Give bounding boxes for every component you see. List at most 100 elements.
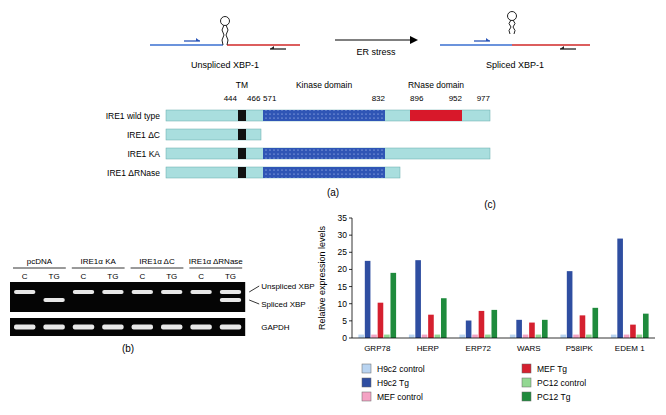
- domain-block: [238, 148, 246, 159]
- hairpin-stem: [509, 20, 511, 34]
- gapdh-band: [190, 325, 211, 330]
- y-tick: [349, 269, 352, 270]
- hairpin-loop: [221, 17, 230, 26]
- primer-head: [196, 38, 200, 41]
- gapdh-band: [132, 325, 153, 330]
- gapdh-band: [220, 325, 241, 330]
- bar: [390, 273, 396, 338]
- y-tick-label: 20: [338, 264, 348, 274]
- marker-label: Unspliced XBP: [261, 282, 314, 291]
- gapdh-band: [43, 325, 64, 330]
- xbp-3prime: [227, 44, 300, 46]
- domain-block: [263, 167, 385, 178]
- gel-group-label: pcDNA: [27, 257, 53, 266]
- bar: [365, 261, 371, 338]
- domain-label: RNase domain: [408, 80, 464, 90]
- bar: [592, 308, 598, 338]
- lane-label: C: [198, 272, 204, 281]
- gapdh-band: [161, 325, 182, 330]
- bar: [459, 335, 465, 338]
- gel-band: [190, 290, 211, 294]
- xbp-label: Unspliced XBP-1: [191, 60, 259, 70]
- primer-head: [560, 46, 564, 49]
- stimulus-arrow-head: [410, 36, 418, 44]
- primer-head: [270, 46, 274, 49]
- x-axis: [352, 338, 655, 339]
- bar: [441, 298, 447, 338]
- bar: [611, 335, 617, 338]
- category-label: EDEM 1: [615, 344, 645, 353]
- y-tick: [349, 218, 352, 219]
- bar: [643, 314, 649, 338]
- bar: [523, 335, 529, 338]
- hairpin-stem: [222, 25, 224, 45]
- y-tick: [349, 338, 352, 339]
- gel-band: [43, 298, 64, 302]
- bar: [542, 320, 548, 338]
- panel-a: Unspliced XBP-1ER stressSpliced XBP-1TM4…: [106, 12, 590, 199]
- residue-number: 896: [410, 94, 424, 103]
- domain-block: [238, 110, 246, 121]
- gapdh-band: [73, 325, 94, 330]
- gel-xbp: [10, 282, 245, 312]
- stimulus-arrow: [335, 40, 412, 41]
- legend: H9c2 controlH9c2 TgMEF controlMEF TgPC12…: [362, 364, 586, 402]
- y-tick: [349, 252, 352, 253]
- domain-label: TM: [236, 80, 248, 90]
- panel-label: (a): [327, 187, 339, 198]
- bar: [472, 335, 478, 338]
- y-tick-label: 25: [338, 247, 348, 257]
- gel-gapdh: [10, 318, 245, 336]
- gapdh-band: [102, 325, 123, 330]
- bar: [637, 335, 643, 338]
- gel-band: [102, 290, 123, 294]
- bar: [422, 335, 428, 338]
- bar: [580, 315, 586, 338]
- bar: [560, 335, 566, 338]
- gel-band: [161, 290, 182, 294]
- construct-name: IRE1 KA: [127, 149, 160, 159]
- legend-label: H9c2 Tg: [377, 378, 409, 388]
- y-axis: [352, 218, 353, 338]
- category-label: GRP78: [364, 344, 391, 353]
- lane-label: C: [22, 272, 28, 281]
- bar: [529, 323, 535, 338]
- panel-label: (c): [484, 199, 496, 210]
- gapdh-band: [14, 325, 35, 330]
- legend-swatch: [522, 378, 531, 387]
- group-underline: [131, 268, 184, 269]
- domain-block: [263, 110, 385, 121]
- bar: [516, 320, 522, 338]
- xbp-5prime: [150, 44, 223, 46]
- lane-label: TG: [107, 272, 118, 281]
- stimulus-label: ER stress: [356, 47, 396, 57]
- construct-name: IRE1 ΔRNase: [107, 168, 160, 178]
- legend-swatch: [522, 364, 531, 373]
- gel-group-label: IRE1α ΔRNase: [189, 257, 244, 266]
- bar: [586, 335, 592, 338]
- y-tick: [349, 320, 352, 321]
- bar: [384, 335, 390, 338]
- legend-swatch: [362, 378, 371, 387]
- construct-bar: [166, 148, 490, 159]
- figure: Unspliced XBP-1ER stressSpliced XBP-1TM4…: [0, 0, 666, 415]
- legend-swatch: [522, 392, 531, 401]
- gel-group-label: IRE1α ΔC: [139, 257, 175, 266]
- lane-label: C: [139, 272, 145, 281]
- hairpin-loop: [508, 12, 517, 21]
- panel-c: (c)GRP78HERPERP72WARSP58IPKEDEM 10510152…: [317, 199, 655, 402]
- gel-band: [73, 290, 94, 294]
- y-tick-label: 30: [338, 230, 348, 240]
- panel-label: (b): [122, 343, 134, 354]
- gel-band: [132, 290, 153, 294]
- y-tick-label: 5: [342, 316, 347, 326]
- residue-number: 444: [224, 94, 238, 103]
- domain-block: [263, 148, 385, 159]
- construct-name: IRE1 wild type: [106, 111, 161, 121]
- residue-number: 571: [263, 94, 277, 103]
- bar: [491, 310, 497, 338]
- lane-label: TG: [49, 272, 60, 281]
- category-label: P58IPK: [566, 344, 594, 353]
- residue-number: 832: [372, 94, 386, 103]
- xbp-5prime: [440, 44, 512, 46]
